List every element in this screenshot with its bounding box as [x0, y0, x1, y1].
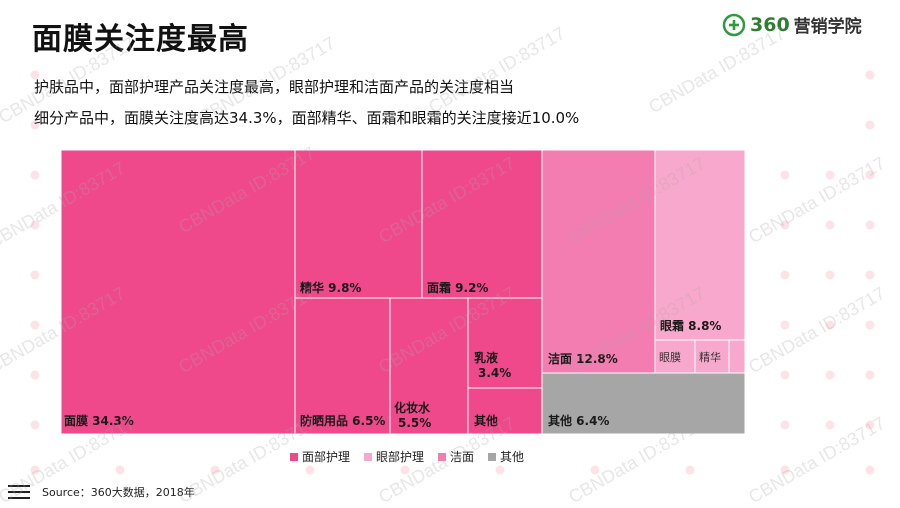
menu-lines-icon — [8, 485, 30, 499]
subtitle-line-2: 细分产品中，面膜关注度高达34.3%，面部精华、面霜和眼霜的关注度接近10.0% — [34, 109, 580, 127]
brand-logo: 360 营销学院 — [722, 12, 862, 37]
treemap-cell — [467, 297, 543, 389]
chart-legend: 面部护理 眼部护理 洁面 其他 — [290, 448, 524, 465]
treemap-cell — [541, 372, 746, 435]
treemap-cell — [654, 339, 696, 374]
treemap-label: 3.4% — [478, 366, 511, 380]
treemap-label: 面霜 9.2% — [427, 281, 488, 295]
treemap-label: 眼膜 — [659, 351, 681, 364]
treemap-cell — [541, 149, 656, 374]
legend-item-other: 其他 — [488, 448, 524, 465]
treemap-label: 5.5% — [398, 416, 431, 430]
treemap-label: 精华 9.8% — [300, 280, 361, 295]
treemap-cell — [60, 149, 296, 435]
legend-item-cleanse: 洁面 — [438, 448, 474, 465]
subtitle-line-1: 护肤品中，面部护理产品关注度最高，眼部护理和洁面产品的关注度相当 — [34, 78, 515, 96]
treemap-cell — [728, 339, 746, 374]
treemap-label: 化妆水 — [394, 400, 431, 415]
treemap-label: 防晒用品 6.5% — [300, 413, 385, 428]
legend-swatch — [364, 452, 373, 461]
source-note: Source：360大数据，2018年 — [8, 484, 195, 500]
treemap-label: 其他 — [474, 413, 498, 428]
treemap-label: 眼霜 8.8% — [660, 319, 721, 333]
legend-swatch — [438, 452, 447, 461]
legend-label: 眼部护理 — [376, 450, 425, 464]
legend-swatch — [290, 452, 298, 461]
legend-swatch — [488, 452, 497, 461]
plus-circle-icon — [722, 13, 746, 36]
treemap-cell — [389, 297, 469, 435]
logo-suffix: 营销学院 — [793, 17, 862, 37]
legend-label: 面部护理 — [302, 450, 351, 464]
treemap-cell — [421, 149, 543, 299]
treemap-label: 面膜 34.3% — [64, 413, 134, 428]
legend-item-face: 面部护理 — [290, 448, 350, 465]
treemap-label: 其他 6.4% — [548, 413, 609, 428]
logo-brand: 360 — [750, 13, 790, 36]
treemap-cell — [467, 387, 543, 435]
treemap-label: 乳液 — [474, 350, 498, 365]
page-title: 面膜关注度最高 — [32, 22, 249, 57]
treemap-label: 洁面 12.8% — [548, 351, 618, 366]
treemap-cell — [294, 149, 423, 299]
treemap-label: 精华 — [699, 350, 721, 364]
legend-item-eye: 眼部护理 — [364, 448, 424, 465]
source-text: Source：360大数据，2018年 — [42, 486, 195, 499]
legend-label: 其他 — [500, 450, 525, 464]
legend-label: 洁面 — [450, 450, 475, 464]
treemap-cell — [294, 297, 391, 435]
treemap-cell — [654, 149, 746, 341]
